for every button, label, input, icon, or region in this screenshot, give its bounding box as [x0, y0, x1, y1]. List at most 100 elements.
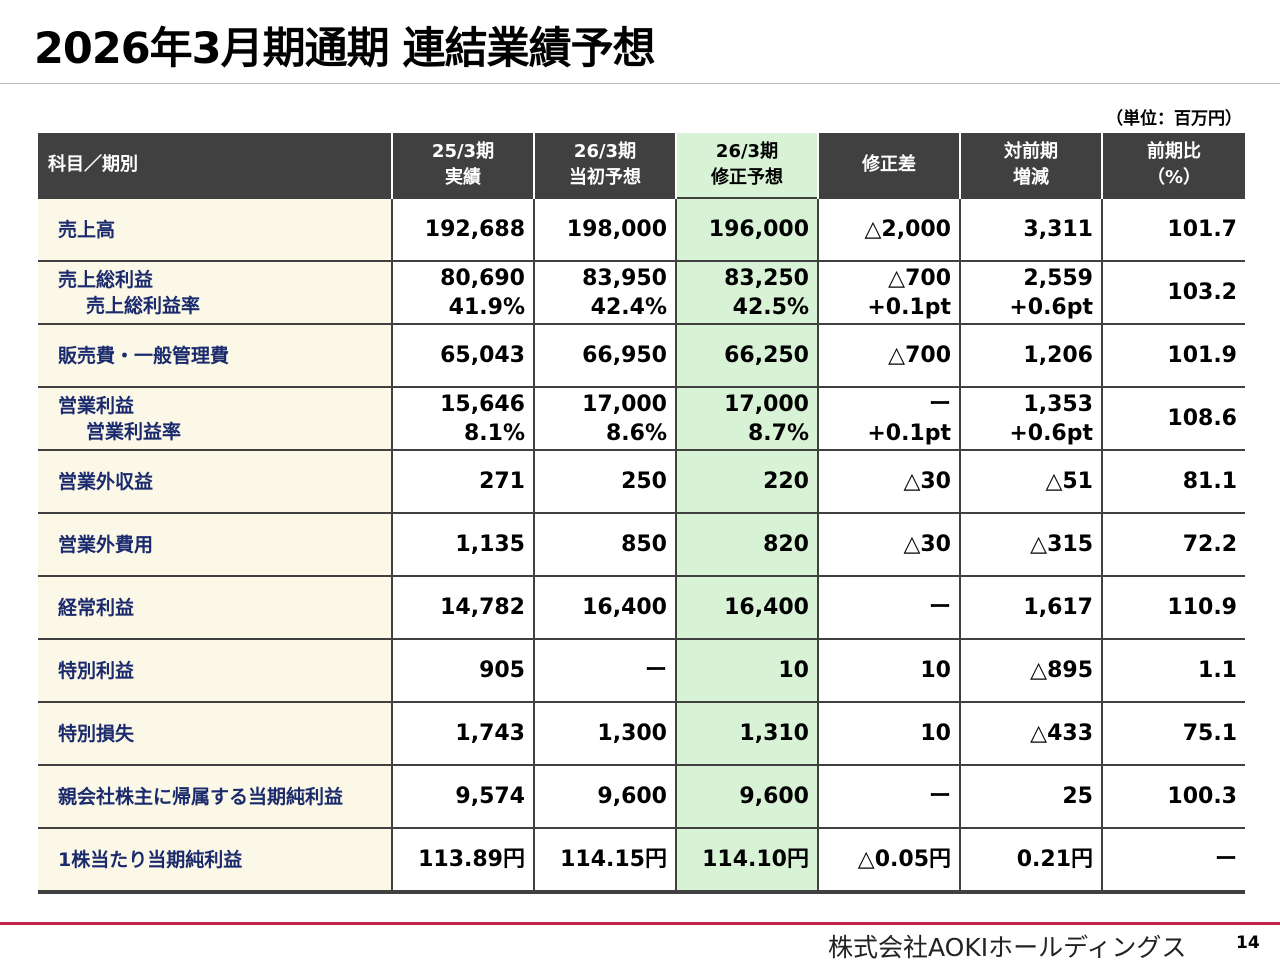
row-label-text: 経常利益	[58, 596, 135, 619]
cell-value: 1,206	[1023, 343, 1093, 368]
cell-value: 220	[763, 469, 809, 494]
row-label-text: 営業利益	[58, 394, 135, 417]
page-title: 2026年3月期通期 連結業績予想	[34, 24, 656, 74]
cell-value: 198,000	[566, 217, 667, 242]
row-value-cell: 114.15円	[533, 827, 676, 894]
row-value-cell: ー +0.1pt	[817, 386, 960, 450]
row-label-text: 営業外費用	[58, 533, 154, 556]
row-value-cell: 1,617	[959, 575, 1102, 639]
cell-value: 42.5%	[732, 294, 809, 320]
row-label-text: 親会社株主に帰属する当期純利益	[58, 785, 344, 808]
cell-value: 1,617	[1023, 595, 1093, 620]
page-number: 14	[1236, 933, 1260, 953]
table-row: 親会社株主に帰属する当期純利益 9,574 9,600 9,600 ー 25 100.3	[38, 764, 1245, 828]
cell-value: ー	[928, 595, 951, 620]
cell-value: △2,000	[864, 217, 951, 242]
row-value-cell: △51	[959, 449, 1102, 513]
cell-value: 14,782	[440, 595, 525, 620]
row-value-cell: 72.2	[1101, 512, 1245, 576]
row-value-cell: △315	[959, 512, 1102, 576]
row-label: 1株当たり当期純利益	[38, 827, 392, 894]
row-value-cell: ー	[817, 575, 960, 639]
header-item: 科目／期別	[38, 133, 392, 198]
cell-value: △51	[1045, 469, 1093, 494]
row-value-cell: 114.10円	[675, 827, 818, 894]
cell-value: 250	[621, 469, 667, 494]
cell-value: +0.1pt	[867, 420, 951, 446]
cell-value: 2,559	[1023, 265, 1093, 291]
table-row: 経常利益 14,782 16,400 16,400 ー 1,617 110.9	[38, 575, 1245, 639]
row-value-cell: 10	[817, 701, 960, 765]
cell-value: 100.3	[1167, 784, 1237, 809]
cell-value: 9,600	[597, 784, 667, 809]
row-label-text: 営業外収益	[58, 470, 154, 493]
row-value-cell: 101.9	[1101, 323, 1245, 387]
table-row: 営業外費用 1,135 850 820 △30 △315 72.2	[38, 512, 1245, 576]
row-value-cell: 1,135	[391, 512, 534, 576]
cell-value: 8.7%	[747, 420, 809, 446]
row-value-cell: 3,311	[959, 197, 1102, 261]
title-divider	[0, 83, 1280, 84]
table-row: 営業外収益 271 250 220 △30 △51 81.1	[38, 449, 1245, 513]
row-value-cell: 2,559 +0.6pt	[959, 260, 1102, 324]
cell-value: 8.1%	[463, 420, 525, 446]
row-value-cell: 113.89円	[391, 827, 534, 894]
header-col-initial-forecast: 26/3期 当初予想	[533, 133, 676, 198]
cell-value: 196,000	[708, 217, 809, 242]
row-label: 親会社株主に帰属する当期純利益	[38, 764, 392, 828]
row-value-cell: 1,743	[391, 701, 534, 765]
header-col-revised-forecast: 26/3期 修正予想	[675, 133, 818, 198]
cell-value: 1.1	[1198, 658, 1237, 683]
row-value-cell: 1,310	[675, 701, 818, 765]
row-value-cell: △0.05円	[817, 827, 960, 894]
cell-value: 42.4%	[590, 294, 667, 320]
row-value-cell: 14,782	[391, 575, 534, 639]
row-value-cell: △2,000	[817, 197, 960, 261]
row-sublabel-text: 売上総利益率	[86, 294, 201, 317]
cell-value: 108.6	[1167, 406, 1237, 431]
table-header-row: 科目／期別 25/3期 実績 26/3期 当初予想 26/3期 修正予想 修正差…	[38, 133, 1245, 198]
cell-value: 10	[920, 658, 951, 683]
row-value-cell: 65,043	[391, 323, 534, 387]
cell-value: 114.10円	[702, 847, 809, 872]
cell-value: ー	[1214, 847, 1237, 872]
row-label: 経常利益	[38, 575, 392, 639]
table-row: 販売費・一般管理費 65,043 66,950 66,250 △700 1,206 101.…	[38, 323, 1245, 387]
row-value-cell: 9,600	[533, 764, 676, 828]
row-label-text: 1株当たり当期純利益	[58, 848, 243, 871]
cell-value: △700	[888, 265, 951, 291]
row-value-cell: 820	[675, 512, 818, 576]
cell-value: 9,600	[739, 784, 809, 809]
cell-value: 103.2	[1167, 280, 1237, 305]
cell-value: 850	[621, 532, 667, 557]
row-value-cell: 75.1	[1101, 701, 1245, 765]
cell-value: 16,400	[724, 595, 809, 620]
cell-value: 41.9%	[448, 294, 525, 320]
cell-value: △433	[1030, 721, 1093, 746]
cell-value: △895	[1030, 658, 1093, 683]
cell-value: 81.1	[1182, 469, 1237, 494]
cell-value: 192,688	[424, 217, 525, 242]
row-label: 売上総利益 売上総利益率	[38, 260, 392, 324]
cell-value: △0.05円	[857, 847, 951, 872]
cell-value: ー	[928, 784, 951, 809]
row-value-cell: △433	[959, 701, 1102, 765]
row-value-cell: 66,950	[533, 323, 676, 387]
row-value-cell: 83,250 42.5%	[675, 260, 818, 324]
row-value-cell: 100.3	[1101, 764, 1245, 828]
table-row: 売上高 192,688 198,000 196,000 △2,000 3,311 101.7	[38, 197, 1245, 261]
footer-divider	[0, 922, 1280, 925]
row-value-cell: 25	[959, 764, 1102, 828]
cell-value: 1,353	[1023, 391, 1093, 417]
row-value-cell: △30	[817, 449, 960, 513]
cell-value: 110.9	[1167, 595, 1237, 620]
row-value-cell: 80,690 41.9%	[391, 260, 534, 324]
row-value-cell: 196,000	[675, 197, 818, 261]
row-value-cell: 16,400	[675, 575, 818, 639]
row-value-cell: 108.6	[1101, 386, 1245, 450]
row-value-cell: 10	[675, 638, 818, 702]
row-value-cell: 10	[817, 638, 960, 702]
cell-value: 10	[778, 658, 809, 683]
row-value-cell: 192,688	[391, 197, 534, 261]
cell-value: ー	[644, 658, 667, 683]
